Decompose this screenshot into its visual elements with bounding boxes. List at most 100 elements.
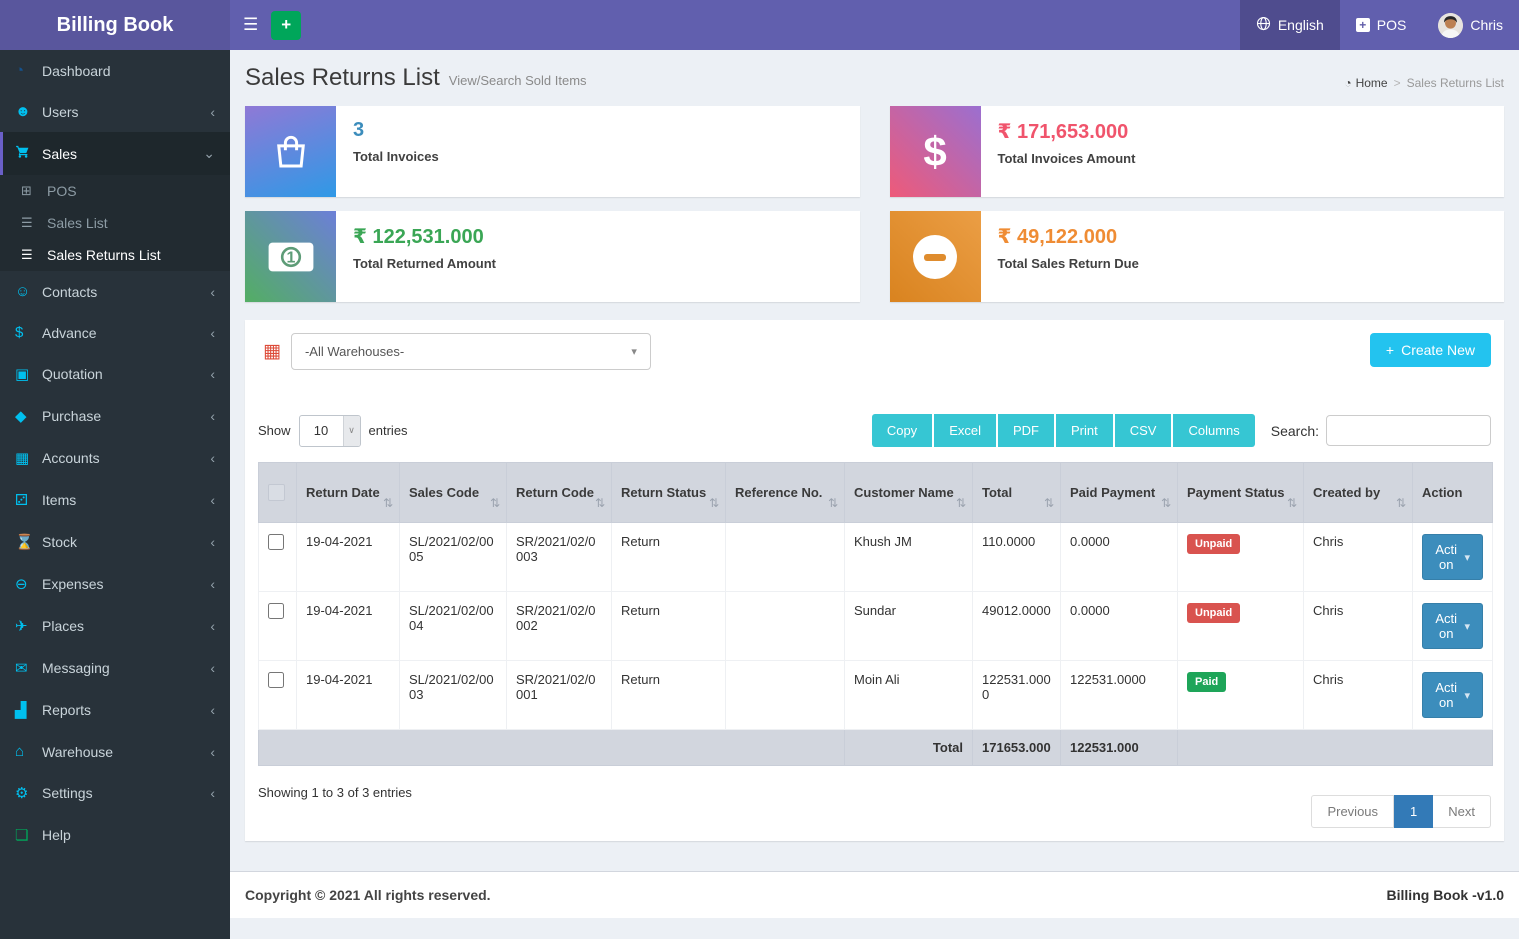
cell-sales-code: SL/2021/02/0003 (399, 660, 507, 730)
page-length-control: Show 10 ∨ entries (258, 414, 408, 447)
action-button[interactable]: Action ▾ (1422, 534, 1483, 580)
sort-icon: ⇅ (489, 496, 500, 510)
envelope-icon: ✉ (15, 660, 28, 677)
col-paid-payment[interactable]: Paid Payment ⇅ (1060, 462, 1178, 523)
sort-icon: ⇅ (1395, 496, 1406, 510)
cell-created-by: Chris (1303, 591, 1413, 661)
sidebar-item-sales-returns-list[interactable]: ☰ Sales Returns List (0, 239, 230, 271)
stat-label: Total Returned Amount (353, 256, 496, 271)
sidebar-item-messaging[interactable]: ✉ Messaging ‹ (0, 647, 230, 689)
breadcrumb-home[interactable]: ◔ Home (1344, 76, 1388, 90)
sort-icon: ⇅ (955, 496, 966, 510)
sales-submenu: ⊞ POS ☰ Sales List ☰ Sales Returns List (0, 175, 230, 271)
cube-icon: ◆ (15, 408, 27, 425)
sidebar-item-contacts[interactable]: ☺ Contacts ‹ (0, 271, 230, 312)
col-return-date[interactable]: Return Date ⇅ (296, 462, 400, 523)
row-checkbox[interactable] (268, 603, 284, 619)
footer-total-label: Total (844, 729, 973, 766)
user-menu[interactable]: Chris (1422, 0, 1519, 50)
sidebar-item-accounts[interactable]: ▦ Accounts ‹ (0, 437, 230, 479)
chevron-left-icon: ‹ (210, 366, 215, 382)
version-text: Billing Book -v1.0 (1386, 887, 1504, 903)
row-checkbox[interactable] (268, 534, 284, 550)
col-reference-no[interactable]: Reference No. ⇅ (725, 462, 845, 523)
building-icon: ⌂ (15, 743, 25, 760)
sales-returns-panel: ▦ -All Warehouses- ▾ + Create New Show 1… (245, 320, 1504, 841)
quick-add-button[interactable]: + (271, 10, 302, 40)
col-total[interactable]: Total ⇅ (972, 462, 1061, 523)
excel-button[interactable]: Excel (934, 414, 996, 447)
cell-paid-payment: 122531.0000 (1060, 660, 1178, 730)
page-size-select[interactable]: 10 ∨ (298, 414, 361, 447)
cart-icon (15, 144, 42, 163)
col-sales-code[interactable]: Sales Code ⇅ (399, 462, 507, 523)
col-return-status[interactable]: Return Status ⇅ (611, 462, 726, 523)
columns-button[interactable]: Columns (1173, 414, 1255, 447)
pos-menu[interactable]: + POS (1340, 0, 1423, 50)
sidebar-item-help[interactable]: ❏ Help (0, 814, 230, 856)
sidebar-item-sales-list[interactable]: ☰ Sales List (0, 207, 230, 239)
stat-label: Total Invoices (353, 149, 439, 164)
stat-value: ₹ 122,531.000 (353, 226, 484, 248)
breadcrumb-separator: > (1393, 76, 1401, 90)
copy-button[interactable]: Copy (871, 414, 933, 447)
warehouse-select[interactable]: -All Warehouses- ▾ (290, 333, 651, 370)
sidebar-item-items[interactable]: ⚂ Items ‹ (0, 479, 230, 521)
navbar: ☰ + English + POS Chris (230, 0, 1519, 50)
sort-icon: ⇅ (382, 496, 393, 510)
csv-button[interactable]: CSV (1114, 414, 1172, 447)
stat-card-total-invoices: 3 Total Invoices (245, 106, 860, 197)
create-new-button[interactable]: + Create New (1369, 333, 1491, 367)
sidebar-item-reports[interactable]: ▟ Reports ‹ (0, 689, 230, 731)
entries-label: entries (368, 423, 408, 438)
col-customer-name[interactable]: Customer Name ⇅ (844, 462, 973, 523)
app-logo[interactable]: Billing Book (0, 0, 230, 50)
sidebar-item-dashboard[interactable]: ◔ Dashboard (0, 50, 230, 91)
topbar: Billing Book ☰ + English + POS Chris (0, 0, 1519, 50)
sidebar-item-sales[interactable]: Sales ⌄ (0, 132, 230, 175)
stat-card-sales-return-due: ₹ 49,122.000 Total Sales Return Due (889, 211, 1504, 302)
sidebar-item-warehouse[interactable]: ⌂ Warehouse ‹ (0, 731, 230, 772)
sidebar-item-pos[interactable]: ⊞ POS (0, 175, 230, 207)
action-button[interactable]: Action ▾ (1422, 603, 1483, 649)
sidebar-item-places[interactable]: ✈ Places ‹ (0, 605, 230, 647)
next-page-button[interactable]: Next (1433, 795, 1491, 828)
pdf-button[interactable]: PDF (997, 414, 1054, 447)
hamburger-icon[interactable]: ☰ (243, 15, 259, 34)
sidebar-item-users[interactable]: ☻ Users ‹ (0, 91, 230, 132)
payment-status-badge: Paid (1187, 672, 1227, 692)
sidebar-item-advance[interactable]: $ Advance ‹ (0, 312, 230, 353)
col-action: Action (1412, 462, 1493, 523)
chevron-left-icon: ‹ (210, 576, 215, 592)
sidebar-item-purchase[interactable]: ◆ Purchase ‹ (0, 395, 230, 437)
page-1-button[interactable]: 1 (1394, 795, 1434, 828)
caret-down-icon: ▾ (1464, 689, 1470, 702)
row-checkbox[interactable] (268, 672, 284, 688)
sidebar-item-quotation[interactable]: ▣ Quotation ‹ (0, 353, 230, 395)
col-payment-status[interactable]: Payment Status ⇅ (1177, 462, 1304, 523)
payment-status-badge: Unpaid (1187, 534, 1241, 554)
entries-summary: Showing 1 to 3 of 3 entries (258, 785, 412, 800)
cell-customer-name: Sundar (844, 591, 973, 661)
sidebar-item-expenses[interactable]: ⊖ Expenses ‹ (0, 563, 230, 605)
user-name: Chris (1470, 17, 1503, 33)
action-button[interactable]: Action ▾ (1422, 672, 1483, 718)
col-return-code[interactable]: Return Code ⇅ (506, 462, 612, 523)
minus-circle-icon: ⊖ (15, 576, 28, 593)
sidebar-item-label: Advance (42, 324, 97, 341)
col-created-by[interactable]: Created by ⇅ (1303, 462, 1413, 523)
language-menu[interactable]: English (1239, 0, 1340, 50)
caret-down-icon: ▾ (631, 346, 637, 358)
select-all-checkbox[interactable] (268, 484, 285, 501)
select-all-header[interactable] (258, 462, 297, 523)
chevron-left-icon: ‹ (210, 618, 215, 634)
previous-page-button[interactable]: Previous (1311, 795, 1395, 828)
gears-icon: ⚙ (15, 785, 29, 802)
print-button[interactable]: Print (1055, 414, 1113, 447)
stat-value: 3 (353, 119, 365, 141)
cell-return-code: SR/2021/02/0002 (506, 591, 612, 661)
sidebar-item-settings[interactable]: ⚙ Settings ‹ (0, 772, 230, 814)
search-input[interactable] (1326, 415, 1491, 446)
chevron-left-icon: ‹ (210, 743, 215, 760)
sidebar-item-stock[interactable]: ⌛ Stock ‹ (0, 521, 230, 563)
